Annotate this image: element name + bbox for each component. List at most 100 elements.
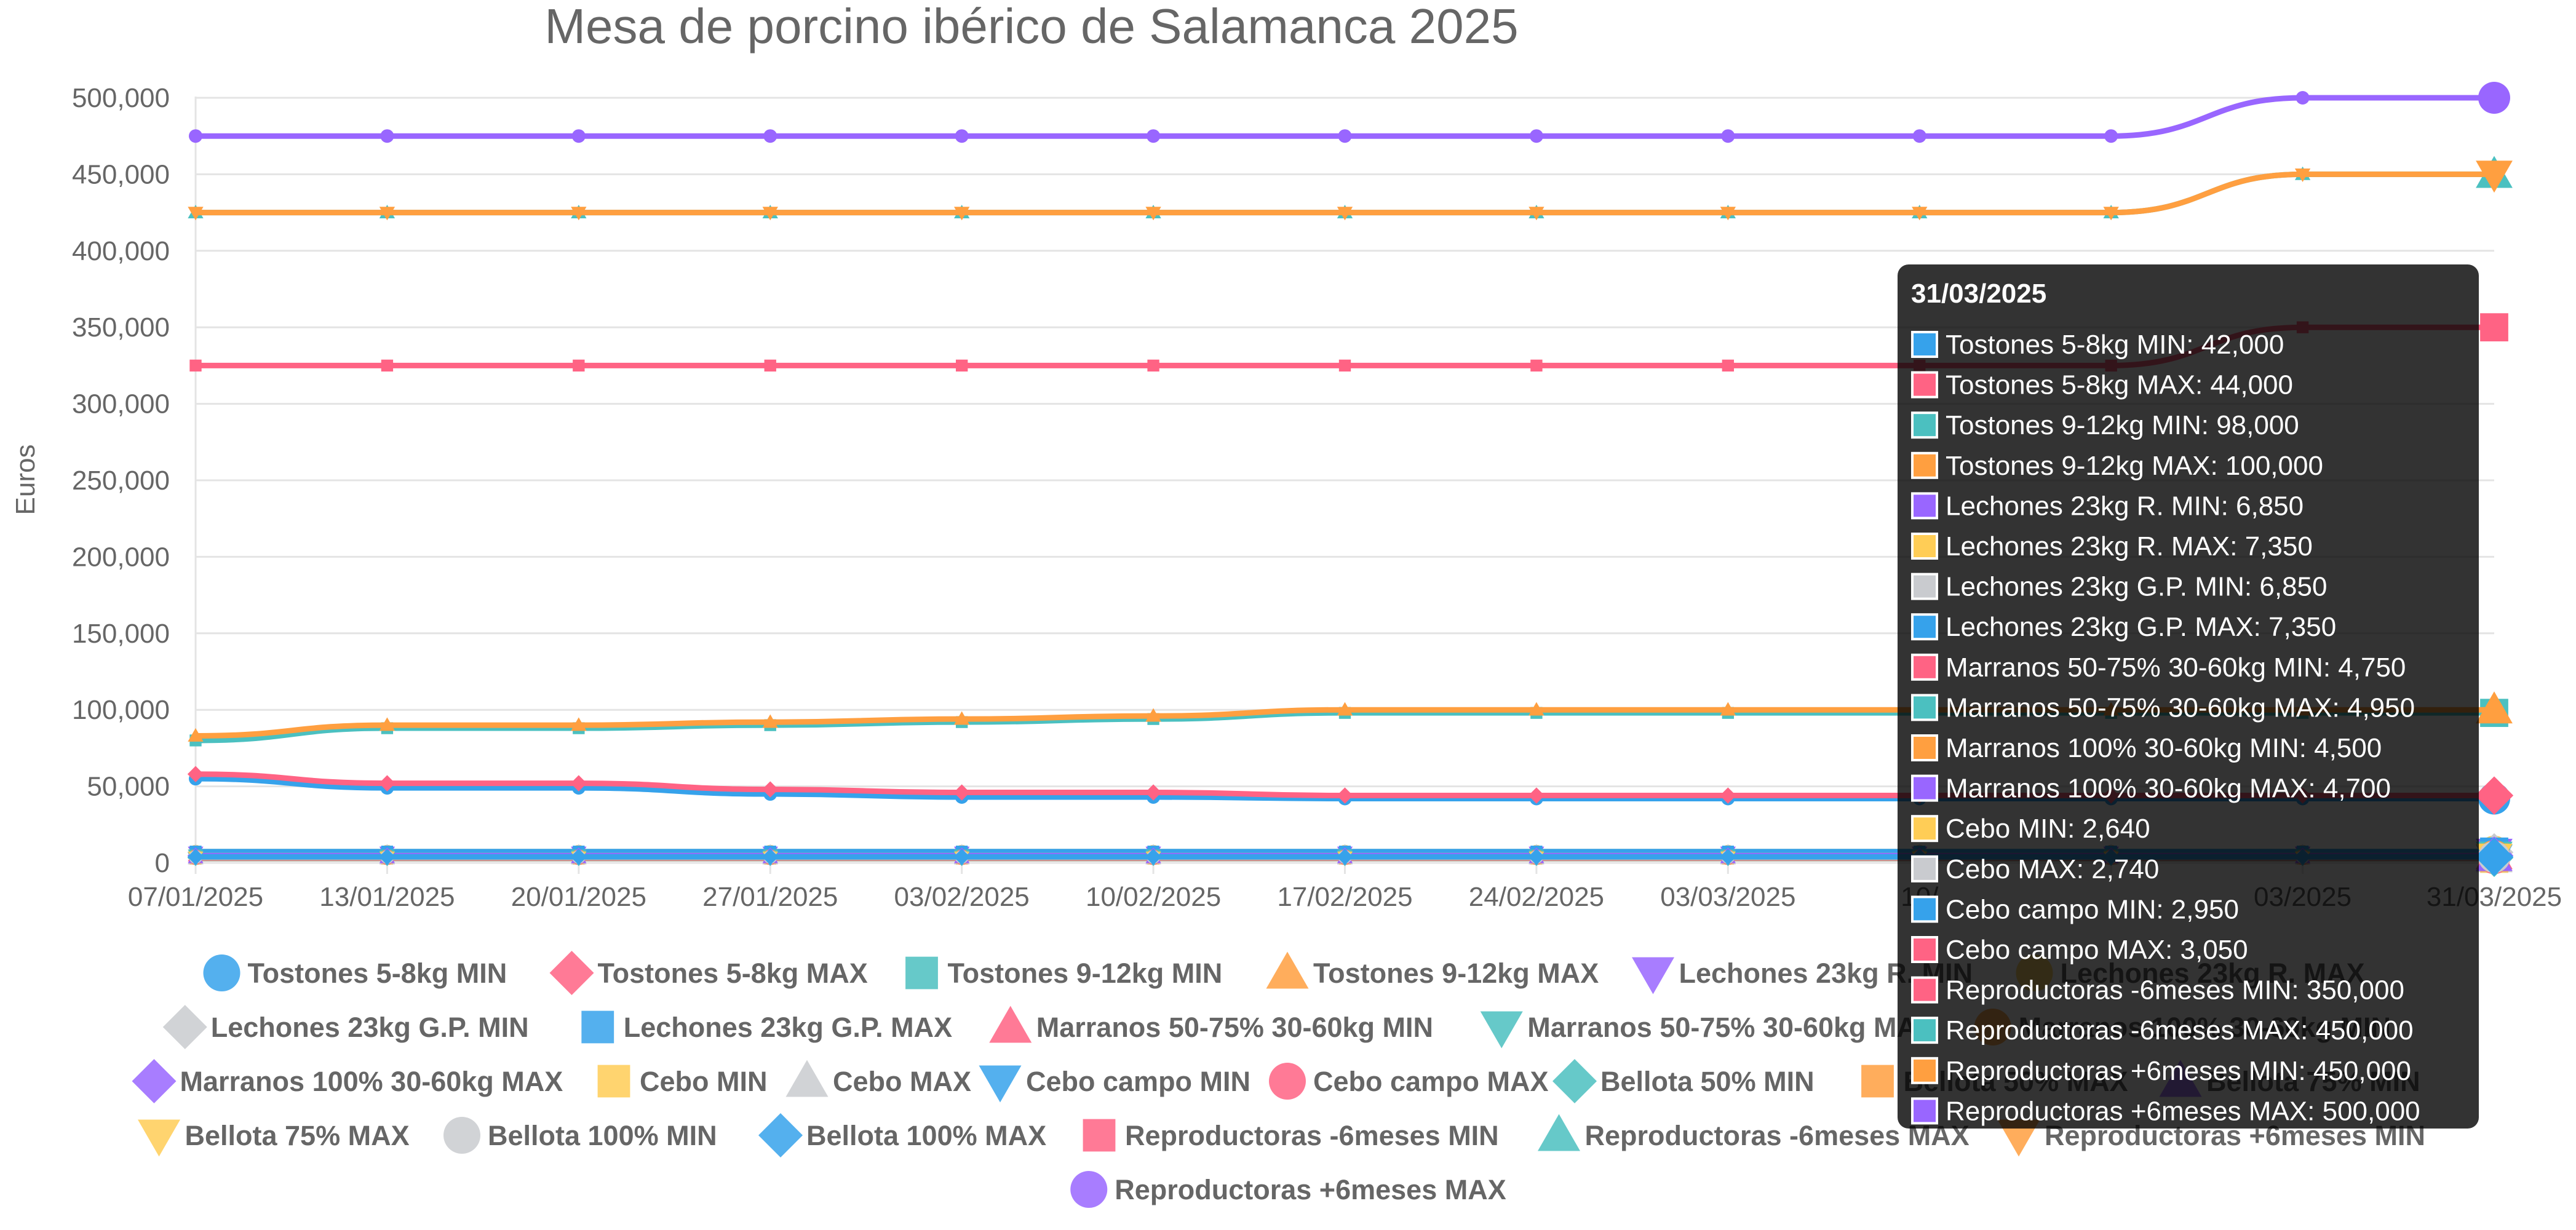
data-point[interactable]: [1529, 129, 1543, 143]
legend-label: Lechones 23kg G.P. MIN: [211, 1012, 529, 1043]
data-point[interactable]: [762, 849, 779, 865]
legend-label: Tostones 9-12kg MIN: [948, 958, 1223, 989]
data-point[interactable]: [1721, 129, 1735, 143]
legend-label: Bellota 75% MAX: [185, 1120, 410, 1151]
legend-item-bellota-100-max[interactable]: Bellota 100% MAX: [758, 1113, 1046, 1157]
data-point[interactable]: [1529, 702, 1544, 716]
data-point[interactable]: [762, 207, 778, 221]
data-point[interactable]: [379, 849, 396, 865]
data-point[interactable]: [1145, 207, 1161, 221]
data-point[interactable]: [187, 849, 204, 865]
data-point[interactable]: [1337, 207, 1353, 221]
data-point[interactable]: [763, 129, 777, 143]
legend-item-bellota-50-min[interactable]: Bellota 50% MIN: [1552, 1059, 1815, 1103]
data-point[interactable]: [571, 129, 586, 143]
data-point[interactable]: [187, 766, 204, 782]
data-point[interactable]: [1147, 129, 1161, 143]
data-point[interactable]: [381, 359, 394, 372]
data-point[interactable]: [1912, 129, 1926, 143]
legend-marker: [1266, 951, 1309, 989]
legend-label: Tostones 5-8kg MIN: [248, 958, 507, 989]
legend-label: Cebo MIN: [640, 1066, 768, 1097]
legend-item-cebo-campo-max[interactable]: Cebo campo MAX: [1269, 1063, 1549, 1100]
data-point[interactable]: [1720, 849, 1736, 865]
legend-item-lechones-23kg-g-p-max[interactable]: Lechones 23kg G.P. MAX: [581, 1010, 952, 1044]
legend-marker: [758, 1113, 803, 1157]
data-point[interactable]: [955, 129, 969, 143]
data-point[interactable]: [2480, 313, 2508, 342]
data-point[interactable]: [379, 775, 396, 792]
data-point[interactable]: [380, 129, 394, 143]
legend-item-reproductoras-6meses-min[interactable]: Reproductoras -6meses MIN: [1083, 1119, 1499, 1152]
data-point[interactable]: [2478, 82, 2510, 114]
data-point[interactable]: [1722, 359, 1735, 372]
legend-item-marranos-50-75-30-60kg-min[interactable]: Marranos 50-75% 30-60kg MIN: [989, 1006, 1433, 1044]
data-point[interactable]: [2294, 169, 2311, 183]
legend-marker: [1480, 1011, 1523, 1049]
legend-item-cebo-max[interactable]: Cebo MAX: [785, 1060, 972, 1098]
data-point[interactable]: [1145, 708, 1161, 722]
data-point[interactable]: [189, 129, 202, 143]
tooltip-swatch: [1914, 1059, 1936, 1082]
data-point[interactable]: [764, 359, 776, 372]
legend-item-marranos-100-30-60kg-max[interactable]: Marranos 100% 30-60kg MAX: [132, 1059, 563, 1103]
data-point[interactable]: [571, 717, 587, 731]
legend-item-tostones-5-8kg-max[interactable]: Tostones 5-8kg MAX: [549, 951, 868, 995]
data-point[interactable]: [1720, 207, 1736, 221]
legend-item-lechones-23kg-g-p-min[interactable]: Lechones 23kg G.P. MIN: [162, 1005, 529, 1049]
data-point[interactable]: [188, 728, 204, 742]
data-point[interactable]: [573, 359, 585, 372]
data-point[interactable]: [955, 359, 968, 372]
data-point[interactable]: [2103, 207, 2119, 221]
legend-item-tostones-9-12kg-max[interactable]: Tostones 9-12kg MAX: [1266, 951, 1599, 990]
data-point[interactable]: [1147, 359, 1159, 372]
data-point[interactable]: [762, 714, 778, 728]
legend-item-cebo-campo-min[interactable]: Cebo campo MIN: [979, 1065, 1251, 1103]
data-point[interactable]: [1530, 359, 1543, 372]
data-point[interactable]: [1529, 207, 1544, 221]
data-point[interactable]: [1528, 787, 1545, 804]
legend-item-marranos-50-75-30-60kg-max[interactable]: Marranos 50-75% 30-60kg MAX: [1480, 1011, 1935, 1049]
data-point[interactable]: [954, 207, 970, 221]
data-point[interactable]: [1337, 849, 1353, 865]
data-point[interactable]: [2104, 129, 2118, 143]
data-point[interactable]: [1528, 849, 1545, 865]
tooltip-swatch: [1914, 857, 1936, 880]
data-point[interactable]: [2296, 91, 2310, 105]
data-point[interactable]: [1912, 207, 1928, 221]
data-point[interactable]: [1338, 129, 1352, 143]
legend-item-bellota-100-min[interactable]: Bellota 100% MIN: [443, 1117, 717, 1154]
y-tick-label: 400,000: [72, 236, 170, 266]
data-point[interactable]: [1145, 784, 1162, 801]
legend-item-tostones-5-8kg-min[interactable]: Tostones 5-8kg MIN: [203, 954, 507, 991]
data-point[interactable]: [571, 207, 587, 221]
legend-item-bellota-75-max[interactable]: Bellota 75% MAX: [138, 1119, 410, 1157]
data-point[interactable]: [762, 781, 779, 798]
data-point[interactable]: [1337, 702, 1353, 716]
tooltip-line: Lechones 23kg R. MIN: 6,850: [1946, 491, 2304, 521]
data-point[interactable]: [1337, 787, 1353, 804]
data-point[interactable]: [953, 784, 970, 801]
legend-item-tostones-9-12kg-min[interactable]: Tostones 9-12kg MIN: [905, 956, 1223, 990]
data-point[interactable]: [1720, 787, 1736, 804]
data-point[interactable]: [2476, 691, 2513, 724]
tooltip-line: Marranos 50-75% 30-60kg MAX: 4,950: [1946, 692, 2415, 723]
legend-item-cebo-min[interactable]: Cebo MIN: [597, 1065, 768, 1098]
data-point[interactable]: [1720, 702, 1736, 716]
data-point[interactable]: [188, 207, 204, 221]
data-point[interactable]: [2476, 161, 2513, 193]
data-point[interactable]: [953, 849, 970, 865]
data-point[interactable]: [570, 849, 587, 865]
data-point[interactable]: [1145, 849, 1162, 865]
data-point[interactable]: [2475, 776, 2514, 815]
data-point[interactable]: [954, 711, 970, 725]
legend-item-reproductoras-6meses-max[interactable]: Reproductoras +6meses MAX: [1070, 1171, 1506, 1208]
data-point[interactable]: [379, 207, 396, 221]
data-point[interactable]: [570, 775, 587, 792]
data-point[interactable]: [2475, 838, 2514, 876]
data-point[interactable]: [189, 359, 202, 372]
data-point[interactable]: [1338, 359, 1351, 372]
data-point[interactable]: [379, 717, 396, 731]
